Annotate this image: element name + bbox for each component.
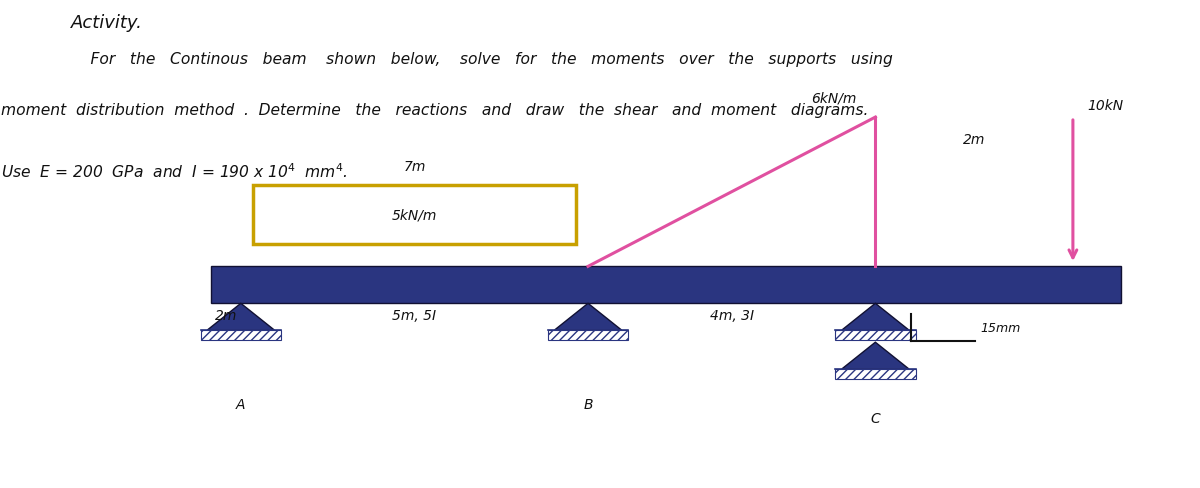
Text: 4m, 3I: 4m, 3I bbox=[709, 308, 754, 323]
Text: A: A bbox=[236, 397, 246, 411]
Text: 10kN: 10kN bbox=[1087, 99, 1123, 113]
Text: Use  E = 200  GPa  and  I = 190 x 10$^4$  mm$^4$.: Use E = 200 GPa and I = 190 x 10$^4$ mm$… bbox=[1, 162, 348, 180]
Bar bbox=[200, 330, 281, 340]
Polygon shape bbox=[208, 304, 275, 330]
Bar bbox=[548, 330, 629, 340]
Text: moment  distribution  method  .  Determine   the   reactions   and   draw   the : moment distribution method . Determine t… bbox=[1, 103, 869, 118]
Text: B: B bbox=[583, 397, 593, 411]
Text: C: C bbox=[870, 411, 881, 426]
Bar bbox=[835, 330, 916, 340]
Text: 2m: 2m bbox=[962, 133, 985, 147]
Polygon shape bbox=[842, 343, 908, 369]
Bar bbox=[835, 369, 916, 379]
Text: 5kN/m: 5kN/m bbox=[391, 208, 437, 222]
Text: 6kN/m: 6kN/m bbox=[811, 92, 856, 106]
Bar bbox=[211, 267, 1121, 304]
Text: 2m: 2m bbox=[215, 308, 238, 323]
Text: Activity.: Activity. bbox=[71, 14, 143, 32]
Text: 15mm: 15mm bbox=[980, 322, 1021, 334]
Text: 7m: 7m bbox=[403, 160, 426, 174]
Polygon shape bbox=[842, 304, 908, 330]
Polygon shape bbox=[554, 304, 622, 330]
Bar bbox=[253, 186, 576, 244]
Text: For   the   Continous   beam    shown   below,    solve   for   the   moments   : For the Continous beam shown below, solv… bbox=[71, 52, 893, 67]
Text: 5m, 5I: 5m, 5I bbox=[392, 308, 437, 323]
